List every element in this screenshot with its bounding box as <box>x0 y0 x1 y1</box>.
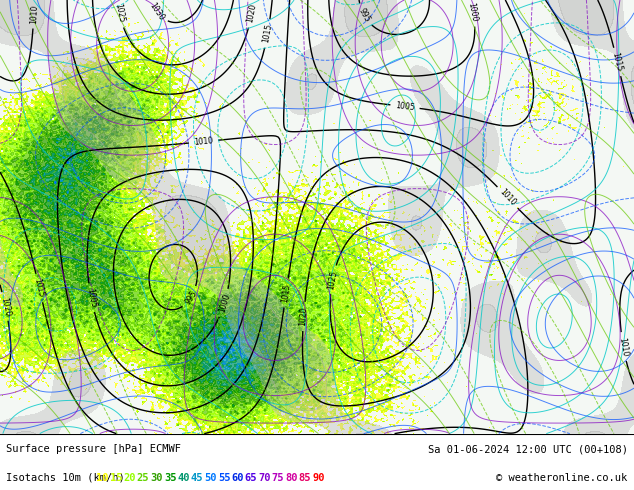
Text: 1010: 1010 <box>498 188 517 208</box>
Text: 1015: 1015 <box>280 283 292 303</box>
Text: Sa 01-06-2024 12:00 UTC (00+108): Sa 01-06-2024 12:00 UTC (00+108) <box>428 444 628 454</box>
Text: 1020: 1020 <box>299 307 309 326</box>
Text: 10: 10 <box>96 472 109 483</box>
Text: 995: 995 <box>357 6 372 24</box>
Text: 1025: 1025 <box>327 270 339 290</box>
Text: 55: 55 <box>218 472 230 483</box>
Text: © weatheronline.co.uk: © weatheronline.co.uk <box>496 472 628 483</box>
Text: 90: 90 <box>313 472 325 483</box>
Text: 1015: 1015 <box>611 51 624 73</box>
Text: 20: 20 <box>124 472 136 483</box>
Text: 1015: 1015 <box>261 23 274 44</box>
Text: 1010: 1010 <box>29 4 39 24</box>
Text: 25: 25 <box>137 472 150 483</box>
Text: 1025: 1025 <box>113 3 126 24</box>
Text: Surface pressure [hPa] ECMWF: Surface pressure [hPa] ECMWF <box>6 444 181 454</box>
Text: 80: 80 <box>285 472 298 483</box>
Text: 75: 75 <box>272 472 284 483</box>
Text: 1020: 1020 <box>0 296 12 317</box>
Text: 1005: 1005 <box>395 101 415 112</box>
Text: 65: 65 <box>245 472 257 483</box>
Text: 70: 70 <box>258 472 271 483</box>
Text: 15: 15 <box>110 472 122 483</box>
Text: 1000: 1000 <box>467 1 479 23</box>
Text: 1015: 1015 <box>33 278 46 298</box>
Text: 1030: 1030 <box>148 1 166 22</box>
Text: 40: 40 <box>178 472 190 483</box>
Text: 35: 35 <box>164 472 176 483</box>
Text: 1000: 1000 <box>217 293 231 314</box>
Text: 1010: 1010 <box>193 136 214 147</box>
Text: 50: 50 <box>204 472 217 483</box>
Text: 60: 60 <box>231 472 244 483</box>
Text: 1020: 1020 <box>245 3 258 24</box>
Text: 30: 30 <box>150 472 163 483</box>
Text: 995: 995 <box>183 289 198 306</box>
Text: 85: 85 <box>299 472 311 483</box>
Text: 1005: 1005 <box>85 287 98 308</box>
Text: Isotachs 10m (km/h): Isotachs 10m (km/h) <box>6 472 125 483</box>
Text: 1010: 1010 <box>617 336 630 357</box>
Text: 45: 45 <box>191 472 204 483</box>
